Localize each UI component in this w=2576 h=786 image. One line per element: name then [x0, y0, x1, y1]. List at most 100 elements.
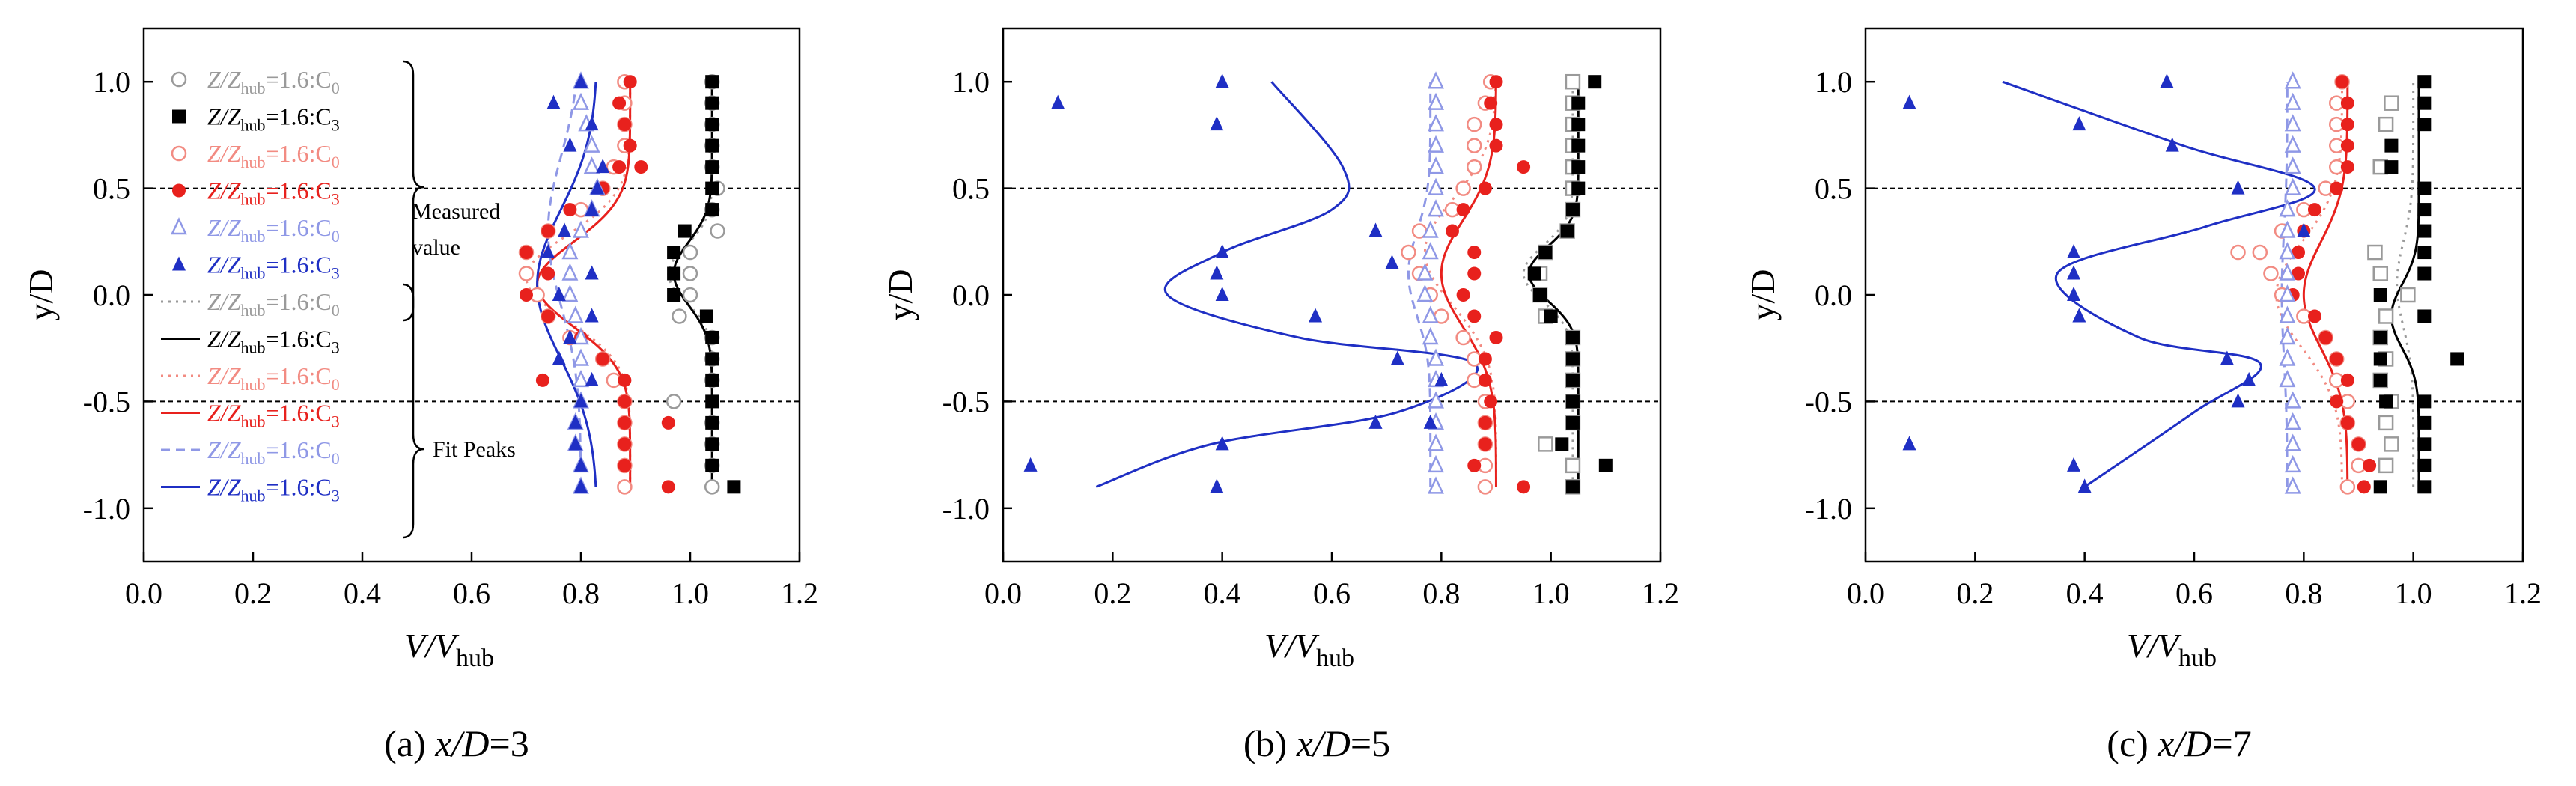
- data-point: [596, 352, 610, 366]
- data-point: [2339, 479, 2356, 495]
- data-point: [1467, 246, 1482, 260]
- data-point: [1428, 71, 1444, 89]
- data-point: [704, 479, 720, 495]
- data-point: [2363, 458, 2377, 472]
- data-point: [2279, 305, 2296, 323]
- y-tick-label: 0.0: [93, 278, 130, 312]
- data-point: [1455, 180, 1471, 196]
- data-point: [1422, 305, 1439, 323]
- data-point: [2417, 181, 2432, 195]
- y-tick-label: -1.0: [1805, 492, 1852, 525]
- data-point: [2165, 137, 2179, 152]
- data-point: [1489, 138, 1503, 153]
- data-point: [2373, 288, 2387, 302]
- legend-label: Z/Zhub=1.6:C3: [207, 252, 340, 283]
- data-point: [558, 222, 572, 237]
- y-tick-label: -0.5: [1805, 385, 1852, 418]
- x-axis-label: V/Vhub: [2127, 627, 2217, 672]
- x-tick-label: 0.4: [2066, 576, 2104, 610]
- data-point: [705, 352, 719, 366]
- fit-curve-blue_light: [546, 82, 582, 487]
- data-point: [1489, 118, 1503, 132]
- data-point: [1484, 96, 1498, 110]
- data-point: [705, 160, 719, 174]
- series-blue: [1023, 73, 1449, 493]
- data-point: [2417, 309, 2432, 323]
- data-point: [1538, 436, 1553, 452]
- data-point: [1565, 480, 1580, 494]
- data-point: [520, 288, 533, 302]
- data-point: [1422, 242, 1439, 260]
- y-tick-label: -0.5: [83, 385, 130, 418]
- data-point: [574, 73, 588, 88]
- data-point: [2378, 308, 2394, 324]
- data-point: [672, 308, 687, 324]
- data-point: [1565, 330, 1580, 344]
- panel-caption: (a) x/D=3: [384, 722, 529, 764]
- data-point: [2279, 370, 2296, 388]
- series-blue: [541, 73, 610, 493]
- series-blue_light: [1416, 71, 1444, 494]
- series-black: [2373, 75, 2464, 494]
- legend-label: Z/Zhub=1.6:C3: [207, 177, 340, 209]
- data-point: [1456, 288, 1470, 302]
- data-point: [2373, 480, 2387, 494]
- data-point: [2279, 199, 2296, 217]
- data-point: [1517, 160, 1531, 174]
- data-point: [1401, 244, 1416, 261]
- data-point: [1538, 246, 1553, 260]
- data-point: [2231, 393, 2245, 408]
- data-point: [1428, 476, 1444, 494]
- data-point: [2384, 138, 2399, 153]
- data-point: [1571, 160, 1586, 174]
- legend-label: Z/Zhub=1.6:C3: [207, 400, 340, 431]
- data-point: [727, 480, 741, 494]
- data-point: [617, 479, 633, 495]
- x-tick-label: 0.6: [1313, 576, 1351, 610]
- data-point: [661, 480, 675, 494]
- data-point: [1428, 199, 1444, 217]
- data-point: [612, 160, 627, 174]
- y-tick-label: 0.5: [952, 172, 990, 206]
- data-point: [2067, 265, 2081, 280]
- legend-label: Z/Zhub=1.6:C0: [207, 214, 340, 246]
- series-blue_light: [561, 71, 606, 494]
- data-point: [667, 266, 681, 281]
- data-point: [705, 330, 719, 344]
- x-tick-label: 0.0: [125, 576, 162, 610]
- data-point: [2284, 92, 2301, 110]
- data-point: [618, 437, 632, 451]
- data-point: [596, 159, 610, 174]
- data-point: [2284, 156, 2301, 174]
- data-point: [2292, 246, 2306, 260]
- data-point: [1023, 457, 1038, 472]
- data-point: [1051, 94, 1065, 109]
- data-point: [710, 223, 725, 239]
- data-point: [1445, 224, 1459, 238]
- data-point: [1571, 181, 1586, 195]
- data-point: [2417, 75, 2432, 89]
- data-point: [2417, 118, 2432, 132]
- x-tick-label: 0.0: [984, 576, 1022, 610]
- data-point: [2252, 244, 2268, 261]
- data-point: [1565, 457, 1581, 474]
- data-point: [2279, 284, 2296, 302]
- data-point: [573, 327, 589, 345]
- annotation-fit: Fit Peaks: [433, 437, 516, 462]
- fit-curve-blue: [2002, 80, 2316, 488]
- legend-label: Z/Zhub=1.6:C0: [207, 66, 340, 97]
- x-tick-label: 1.2: [1642, 576, 1679, 610]
- x-tick-label: 1.0: [2395, 576, 2432, 610]
- data-point: [2284, 476, 2301, 494]
- data-point: [705, 437, 719, 451]
- x-tick-label: 0.8: [2285, 576, 2322, 610]
- data-point: [1466, 116, 1482, 132]
- data-point: [1555, 437, 1569, 451]
- data-point: [1428, 156, 1444, 174]
- data-point: [1565, 373, 1580, 387]
- data-point: [1902, 436, 1916, 451]
- data-point: [1309, 308, 1323, 323]
- data-point: [552, 350, 566, 365]
- data-point: [518, 266, 535, 281]
- data-point: [2284, 391, 2301, 409]
